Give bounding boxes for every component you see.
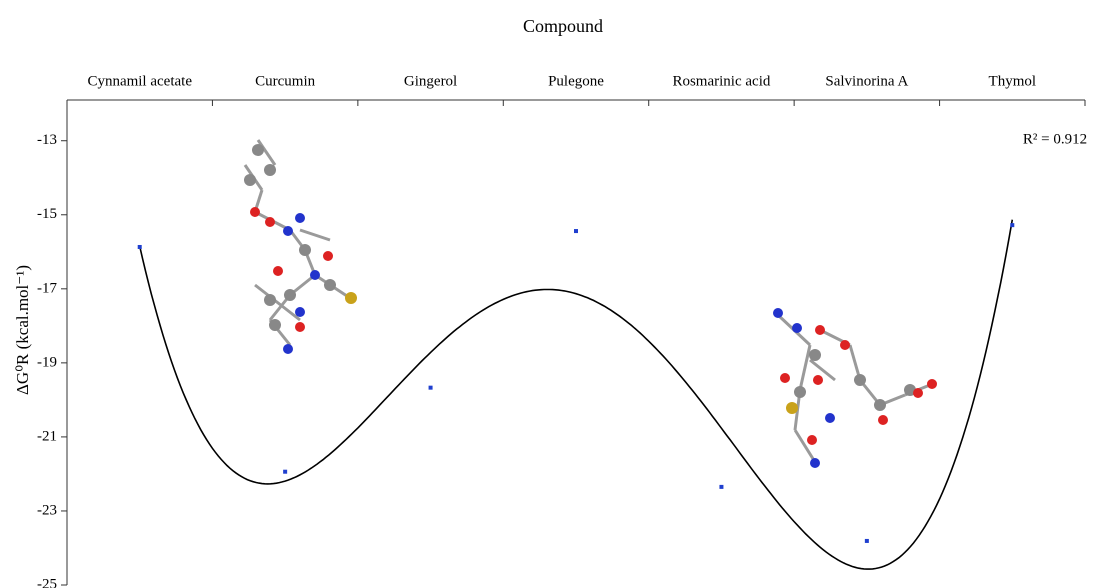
- y-axis-label: ΔG⁰R (kcal.mol⁻¹): [13, 265, 32, 395]
- point: [283, 470, 287, 474]
- y-tick-label: -19: [37, 354, 57, 370]
- point: [865, 539, 869, 543]
- x-tick-label: Cynnamil acetate: [87, 73, 192, 89]
- x-tick-label: Gingerol: [404, 73, 457, 89]
- molecule-2: [773, 308, 937, 468]
- y-tick-label: -21: [37, 428, 57, 444]
- y-tick-label: -23: [37, 502, 57, 518]
- x-tick-label: Thymol: [989, 73, 1037, 89]
- point: [574, 229, 578, 233]
- point: [719, 485, 723, 489]
- chart: Compound R² = 0.912 ΔG⁰R (kcal.mol⁻¹) -1…: [0, 0, 1099, 588]
- x-tick-label: Pulegone: [548, 73, 604, 89]
- annotation: R² = 0.912: [1023, 131, 1087, 147]
- x-tick-label: Salvinorina A: [825, 73, 908, 89]
- trendline: [140, 220, 1013, 569]
- y-tick-label: -17: [37, 280, 57, 296]
- chart-title: Compound: [523, 16, 603, 36]
- point: [429, 386, 433, 390]
- y-tick-label: -15: [37, 206, 57, 222]
- x-tick-label: Rosmarinic acid: [672, 73, 770, 89]
- point: [1010, 223, 1014, 227]
- y-tick-label: -25: [37, 576, 57, 588]
- x-tick-label: Curcumin: [255, 73, 315, 89]
- y-tick-label: -13: [37, 132, 57, 148]
- molecule-1: [244, 140, 357, 354]
- point: [138, 245, 142, 249]
